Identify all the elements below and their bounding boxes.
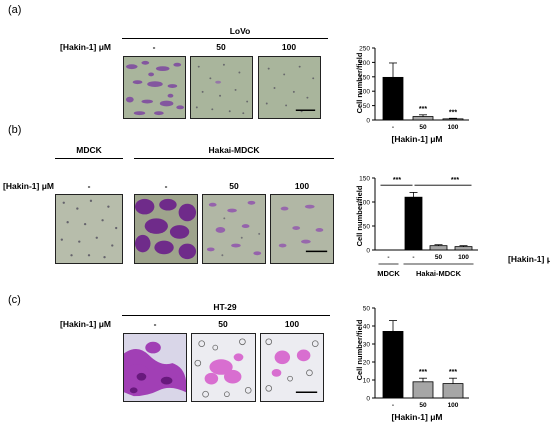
- panel-b-dose-2: 50: [229, 181, 239, 191]
- chart-a-ytick-label: 200: [359, 60, 370, 67]
- panel-c-dose-0: -: [153, 319, 157, 329]
- panel-b-group-0-rule: [55, 158, 123, 159]
- micrograph-lovo-control: [123, 56, 186, 119]
- panel-b-dose-3: 100: [294, 181, 310, 191]
- chart-b-xlabel: [Hakin-1] μM: [508, 254, 550, 264]
- panel-a-title-rule: [122, 38, 328, 39]
- panel-c-dose-2: 100: [284, 319, 300, 329]
- chart-b-category-label: -: [387, 254, 389, 261]
- panel-b-group-0: MDCK: [76, 145, 102, 155]
- chart-b-category-label: -: [412, 254, 414, 261]
- chart-a-ytick-label: 150: [359, 74, 370, 81]
- chart-c-significance-label: ***: [449, 369, 457, 376]
- chart-b-group-label: MDCK: [377, 269, 400, 278]
- chart-c-ytick-label: 10: [363, 378, 371, 385]
- panel-c-dose-label: [Hakin-1] μM: [60, 319, 112, 329]
- chart-a-category-label: -: [392, 124, 394, 131]
- chart-c-category-label: 50: [419, 402, 427, 409]
- chart-a-ytick-label: 50: [363, 103, 371, 110]
- chart-b-ytick-label: 0: [366, 248, 370, 255]
- chart-b-ylabel: Cell number/field: [355, 185, 364, 246]
- micrograph-hakai-mdck-50um: [202, 194, 266, 264]
- chart-b-bar: [454, 246, 473, 251]
- chart-c-ytick-label: 20: [363, 360, 371, 367]
- chart-c-category-label: -: [392, 402, 394, 409]
- chart-c-xlabel: [Hakin-1] μM: [391, 412, 442, 422]
- chart-b-ytick-label: 150: [359, 176, 370, 183]
- chart-c-bar: [412, 381, 434, 399]
- panel-b-dose-label: [Hakin-1] μM: [3, 181, 55, 191]
- micrograph-lovo-100um: [258, 56, 321, 119]
- chart-c-ylabel: Cell number/field: [355, 319, 364, 380]
- chart-a-bar: [442, 118, 464, 121]
- chart-a-significance-label: ***: [419, 106, 427, 113]
- panel-a-dose-label: [Hakin-1] μM: [60, 42, 112, 52]
- chart-a-ytick-label: 250: [359, 46, 370, 53]
- panel-b-group-1: Hakai-MDCK: [208, 145, 260, 155]
- panel-a-dose-0: -: [152, 42, 156, 52]
- chart-c-ytick-label: 40: [363, 324, 371, 331]
- chart-c-ytick-label: 50: [363, 306, 371, 313]
- chart-c-ytick-label: 0: [366, 396, 370, 403]
- panel-a-label: (a): [8, 4, 22, 16]
- micrograph-ht29-50um: [191, 333, 256, 402]
- chart-a: Cell number/field 0 50 100 150 200 250 - 50 *** 1…: [355, 46, 469, 144]
- chart-a-ylabel: Cell number/field: [355, 52, 364, 113]
- chart-c-ytick-label: 30: [363, 342, 371, 349]
- panel-c-title: HT-29: [213, 302, 237, 312]
- panel-a-dose-1: 50: [216, 42, 226, 52]
- panel-a-dose-2: 100: [281, 42, 297, 52]
- panel-b-group-1-rule: [134, 158, 334, 159]
- micrograph-hakai-mdck-100um: [270, 194, 334, 264]
- micrograph-hakai-mdck-control: [134, 194, 198, 264]
- chart-b-bracket-label: ***: [451, 177, 459, 184]
- chart-b-category-label: 50: [435, 254, 443, 261]
- chart-a-xlabel: [Hakin-1] μM: [391, 134, 442, 144]
- chart-b: Cell number/field 0 50 100 150 - - 50 100 *** ***…: [355, 176, 550, 279]
- chart-a-bar: [412, 116, 434, 121]
- chart-c: Cell number/field 0 10 20 30 40 50 - 50 *** 100 **…: [355, 306, 469, 422]
- chart-c-category-label: 100: [448, 402, 459, 409]
- chart-c-bar: [442, 383, 464, 399]
- panel-b-dose-1: -: [164, 181, 168, 191]
- panel-b-label: (b): [8, 124, 22, 136]
- micrograph-mdck-control: [55, 194, 123, 264]
- panel-c-dose-1: 50: [218, 319, 228, 329]
- chart-b-ytick-label: 50: [363, 224, 371, 231]
- chart-b-ytick-label: 100: [359, 200, 370, 207]
- panel-c-title-rule: [122, 315, 330, 316]
- chart-b-bar: [404, 196, 423, 251]
- panel-b-dose-0: -: [87, 181, 91, 191]
- chart-b-bar: [429, 245, 448, 251]
- chart-a-ytick-label: 0: [366, 118, 370, 125]
- chart-c-significance-label: ***: [419, 369, 427, 376]
- micrograph-ht29-100um: [260, 333, 324, 402]
- panel-a-title: LoVo: [229, 26, 251, 36]
- chart-a-bar: [382, 76, 404, 121]
- chart-a-category-label: 50: [419, 124, 427, 131]
- chart-b-category-label: 100: [458, 254, 469, 261]
- panel-c-label: (c): [8, 294, 21, 306]
- chart-a-category-label: 100: [448, 124, 459, 131]
- chart-b-bracket-label: ***: [393, 177, 401, 184]
- chart-c-bar: [382, 331, 404, 399]
- chart-a-ytick-label: 100: [359, 89, 370, 96]
- chart-a-significance-label: ***: [449, 109, 457, 116]
- chart-b-group-label: Hakai-MDCK: [416, 269, 462, 278]
- micrograph-lovo-50um: [190, 56, 253, 119]
- micrograph-ht29-control: [123, 333, 187, 402]
